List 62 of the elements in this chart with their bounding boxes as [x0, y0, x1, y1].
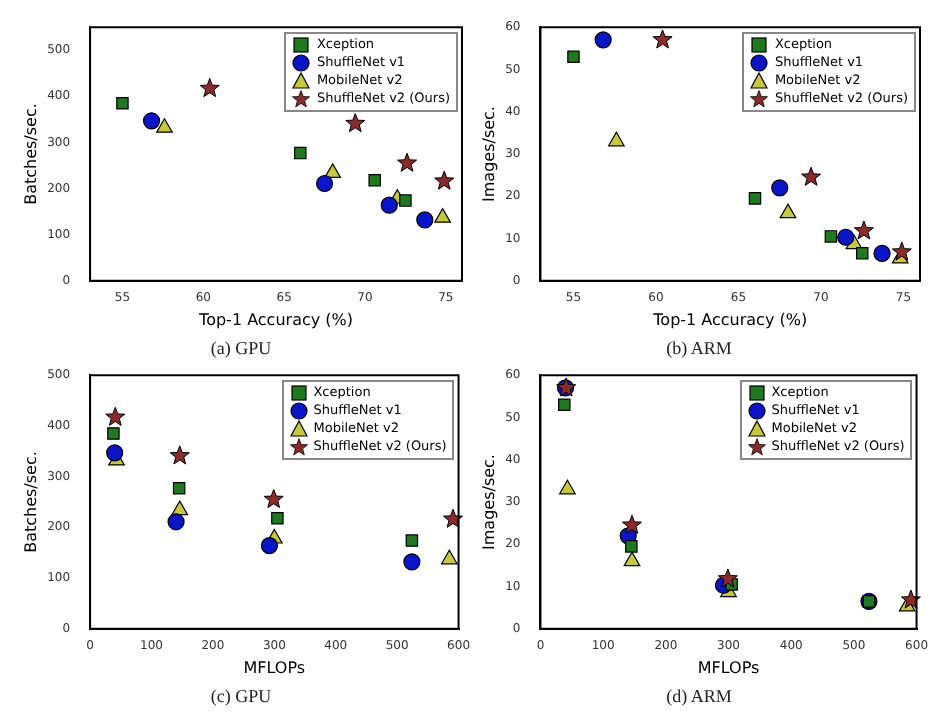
- x-axis-title: Top-1 Accuracy (%): [197, 310, 353, 329]
- point: [824, 230, 838, 243]
- point: [271, 511, 284, 525]
- point: [621, 514, 642, 534]
- text: (a) GPU: [210, 337, 273, 358]
- text: (c) GPU: [210, 685, 273, 706]
- point: [607, 131, 625, 147]
- point: [559, 479, 576, 495]
- point: [380, 196, 398, 214]
- point: [443, 508, 464, 528]
- point: [855, 247, 869, 260]
- x-axis-title: Top-1 Accuracy (%): [651, 310, 808, 329]
- point: [434, 208, 451, 223]
- text: (d) ARM: [666, 685, 732, 706]
- point: [397, 152, 418, 172]
- point: [434, 170, 455, 190]
- point: [315, 174, 334, 193]
- x-axis-title: MFLOPs: [243, 658, 306, 677]
- point: [167, 513, 185, 531]
- y-axis-title: Batches/sec.: [21, 103, 40, 205]
- point: [294, 146, 307, 160]
- point: [172, 482, 186, 495]
- point: [116, 97, 129, 110]
- point: [199, 78, 220, 98]
- point: [891, 241, 912, 261]
- point: [263, 488, 284, 509]
- point: [345, 113, 366, 133]
- point: [440, 549, 458, 565]
- point: [142, 112, 161, 130]
- point: [748, 192, 762, 205]
- point: [368, 174, 381, 187]
- point: [779, 203, 797, 219]
- text: (b) ARM: [666, 337, 732, 358]
- point: [156, 118, 173, 133]
- point: [594, 31, 612, 49]
- point: [873, 244, 891, 262]
- point: [260, 537, 279, 555]
- point: [900, 589, 921, 609]
- point: [837, 228, 855, 246]
- point: [106, 444, 124, 462]
- point: [853, 220, 874, 240]
- point: [652, 29, 673, 49]
- x-axis-title: MFLOPs: [697, 658, 760, 677]
- point: [717, 568, 738, 588]
- point: [801, 166, 822, 186]
- point: [324, 163, 342, 179]
- point: [567, 50, 580, 64]
- y-axis-title: Batches/sec.: [21, 451, 40, 553]
- point: [169, 445, 190, 465]
- point: [171, 500, 189, 516]
- point: [416, 211, 434, 229]
- point: [771, 179, 789, 197]
- point: [558, 398, 571, 412]
- point: [623, 551, 641, 567]
- point: [399, 194, 412, 207]
- y-axis-title: Images/sec.: [479, 106, 498, 202]
- y-axis-title: Images/sec.: [479, 454, 498, 550]
- point: [107, 427, 120, 440]
- point: [403, 553, 421, 571]
- point: [105, 406, 126, 426]
- point: [625, 540, 638, 553]
- point: [405, 534, 419, 547]
